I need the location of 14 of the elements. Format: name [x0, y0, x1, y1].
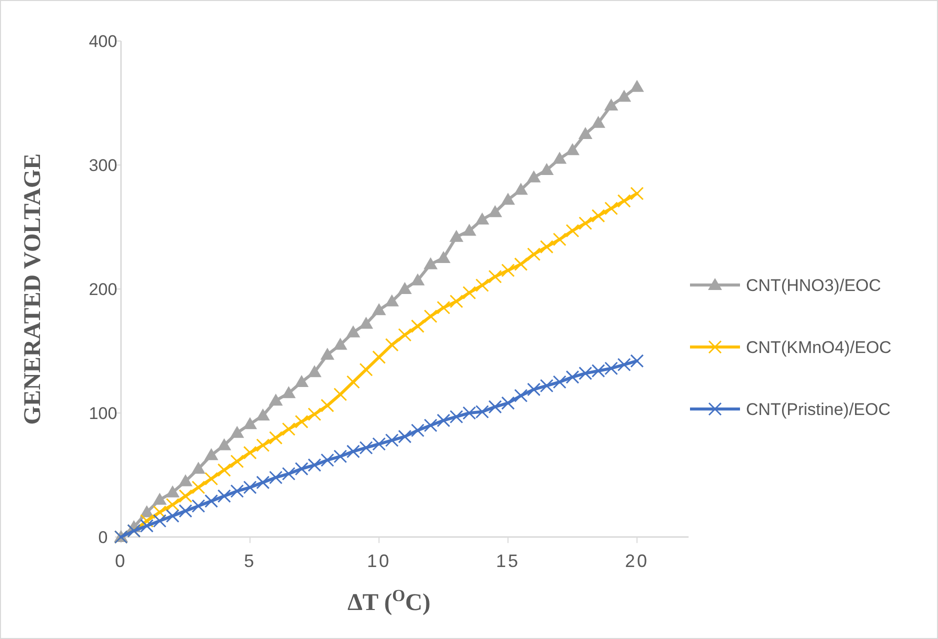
x-axis-title: ΔT ($^{O}$C) — [347, 586, 431, 616]
x-tick-label: 10 — [366, 551, 392, 571]
legend-label: CNT(HNO3)/EOC — [746, 276, 882, 295]
y-axis-title: GENERATED VOLTAGE — [20, 153, 46, 425]
y-tick-label: 200 — [88, 280, 118, 299]
y-tick-label: 0 — [98, 528, 108, 547]
legend-label: CNT(Pristine)/EOC — [746, 400, 891, 419]
legend-label: CNT(KMnO4)/EOC — [746, 338, 892, 357]
y-tick-label: 400 — [88, 32, 118, 51]
x-tick-label: 5 — [244, 551, 256, 571]
y-tick-label: 100 — [88, 404, 118, 423]
x-tick-label: 15 — [496, 551, 520, 571]
y-tick-label: 300 — [88, 156, 118, 175]
x-tick-label: 20 — [624, 551, 650, 571]
